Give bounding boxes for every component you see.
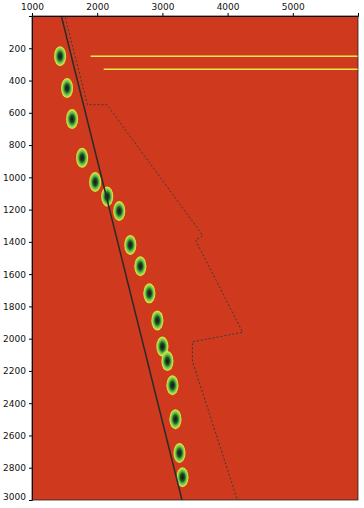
anomaly [76,148,88,168]
tick-mark [29,113,32,114]
tick-mark [29,210,32,211]
tick: 1200 [3,205,32,215]
tick: 3000 [151,2,174,16]
tick-label: 1200 [3,205,26,215]
tick-mark [29,468,32,469]
line [61,16,182,500]
tick-label: 5000 [282,2,305,12]
tick: 1000 [21,2,44,16]
tick: 1400 [3,237,32,247]
tick-mark [29,435,32,436]
plot-background [32,16,358,500]
tick-mark [293,13,294,16]
anomaly [143,283,155,303]
tick-label: 2200 [3,366,26,376]
tick-label: 1600 [3,270,26,280]
tick-label: 200 [9,44,26,54]
anomaly [54,46,66,66]
tick-label: 400 [9,76,26,86]
tick-mark [29,500,32,501]
tick: 2000 [3,334,32,344]
tick-mark [29,403,32,404]
anomaly [169,409,181,429]
tick: 2800 [3,463,32,473]
tick-mark [29,177,32,178]
tick-label: 2000 [86,2,109,12]
tick-label: 1400 [3,237,26,247]
y-axis: 200 400 600 800 1000 1200 1400 1600 1800 2000 2200… [3,17,32,502]
tick: 1800 [3,302,32,312]
plot: 1000 2000 3000 4000 5000 200 400 600 800 1000 1200… [3,2,358,502]
tick-mark [97,13,98,16]
tick-label: 1800 [3,302,26,312]
tick-label: 1000 [21,2,44,12]
tick-label: 3000 [151,2,174,12]
line [104,68,358,70]
tick: 2600 [3,431,32,441]
anomaly [66,109,78,129]
anomaly [101,187,113,207]
tick: 800 [9,140,32,150]
tick: 2200 [3,366,32,376]
tick-label: 800 [9,140,26,150]
anomaly [166,375,178,395]
tick-label: 4000 [217,2,240,12]
anomaly [134,256,146,276]
anomaly [89,172,101,192]
plot-frame [32,16,358,500]
anomaly [151,310,163,330]
tick-mark [29,81,32,82]
tick: 400 [9,76,32,86]
tick-label: 1000 [3,173,26,183]
line [91,56,358,58]
tick-mark [29,145,32,146]
tick-label: 2400 [3,399,26,409]
tick: 600 [9,108,32,118]
tick-label: 2600 [3,431,26,441]
anomaly [124,235,136,255]
tick-mark [29,371,32,372]
tick-label: 3000 [3,492,26,502]
tick-mark [29,306,32,307]
tick-mark [29,242,32,243]
tick: 1600 [3,270,32,280]
tick: 2400 [3,399,32,409]
tick: 200 [9,44,32,54]
tick-mark [162,13,163,16]
tick-label: 600 [9,108,26,118]
chart: 1000 2000 3000 4000 5000 200 400 600 800 1000 1200… [0,0,364,508]
tick-mark [32,13,33,16]
tick-label: 2800 [3,463,26,473]
anomaly [173,443,185,463]
marks [54,16,358,500]
tick-label: 2000 [3,334,26,344]
line [65,18,242,500]
tick-mark [29,48,32,49]
tick: 3000 [3,492,32,502]
tick: 4000 [217,2,240,16]
tick: 2000 [86,2,109,16]
tick: 5000 [282,2,305,16]
tick-mark [29,339,32,340]
tick-mark [228,13,229,16]
anomaly [113,201,125,221]
anomaly [61,78,73,98]
tick-mark [29,274,32,275]
x-axis: 1000 2000 3000 4000 5000 [21,2,358,17]
tick: 1000 [3,173,32,183]
anomaly [161,351,173,371]
